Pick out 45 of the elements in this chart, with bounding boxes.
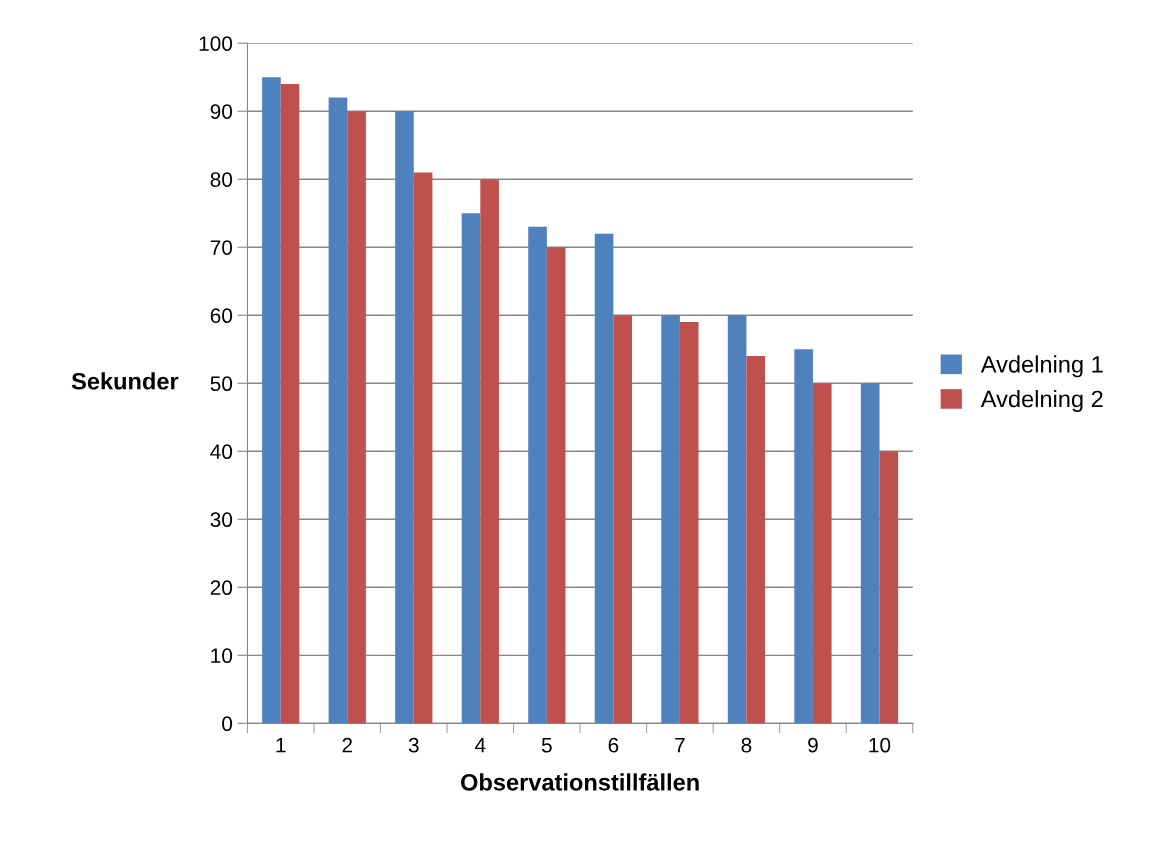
- x-tick-label: 3: [408, 737, 419, 753]
- x-tick-label: 5: [541, 737, 552, 753]
- bar: [480, 179, 499, 724]
- bar: [661, 315, 680, 724]
- legend-label: Avdelning 1: [980, 355, 1103, 378]
- bar: [613, 315, 632, 724]
- bar: [528, 226, 547, 724]
- y-tick-label: 70: [210, 240, 233, 255]
- y-tick-label: 20: [210, 580, 233, 596]
- bar: [746, 356, 766, 724]
- x-tick-label: 10: [869, 737, 891, 753]
- bar: [727, 315, 747, 724]
- bar: [262, 77, 281, 724]
- y-tick-label: 40: [210, 444, 233, 460]
- y-axis-title: Sekunder: [71, 372, 179, 390]
- x-tick-label: 7: [675, 737, 685, 753]
- bar: [328, 97, 348, 724]
- x-tick-label: 4: [475, 737, 486, 753]
- y-tick-label: 30: [210, 512, 233, 528]
- y-tick-label: 80: [210, 172, 233, 187]
- bar: [413, 172, 433, 724]
- bar: [280, 84, 300, 724]
- legend-label: Avdelning 2: [980, 390, 1103, 413]
- bar: [812, 383, 832, 724]
- y-tick-label: 90: [210, 104, 233, 119]
- x-axis-title: Observationstillfällen: [461, 773, 699, 791]
- x-tick-label: 8: [741, 737, 752, 753]
- x-tick-label: 9: [808, 737, 818, 753]
- bar: [860, 383, 880, 724]
- y-tick-label: 10: [211, 648, 233, 664]
- bar: [546, 247, 566, 724]
- bar: [395, 111, 414, 724]
- y-tick-label: 0: [222, 716, 233, 732]
- bar: [594, 233, 614, 724]
- y-tick-label: 50: [210, 376, 233, 392]
- bar: [794, 349, 813, 724]
- y-tick-label: 100: [199, 36, 233, 51]
- x-tick-label: 6: [608, 737, 619, 753]
- bar: [461, 213, 481, 724]
- y-tick-label: 60: [210, 308, 233, 324]
- x-tick-label: 2: [342, 737, 352, 753]
- bar: [879, 451, 899, 724]
- bar: [347, 111, 366, 724]
- bar: [679, 322, 699, 724]
- x-tick-label: 1: [276, 737, 286, 753]
